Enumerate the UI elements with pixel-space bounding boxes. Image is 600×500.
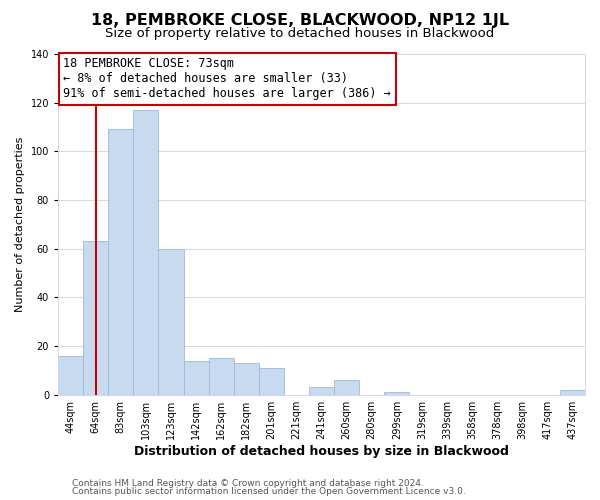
Text: Contains HM Land Registry data © Crown copyright and database right 2024.: Contains HM Land Registry data © Crown c… — [72, 478, 424, 488]
Text: Contains public sector information licensed under the Open Government Licence v3: Contains public sector information licen… — [72, 487, 466, 496]
Bar — [259, 368, 284, 394]
Bar — [309, 388, 334, 394]
Bar — [234, 363, 259, 394]
Text: 18 PEMBROKE CLOSE: 73sqm
← 8% of detached houses are smaller (33)
91% of semi-de: 18 PEMBROKE CLOSE: 73sqm ← 8% of detache… — [64, 58, 391, 100]
Bar — [58, 356, 83, 395]
Bar — [560, 390, 585, 394]
Bar — [209, 358, 234, 395]
Text: 18, PEMBROKE CLOSE, BLACKWOOD, NP12 1JL: 18, PEMBROKE CLOSE, BLACKWOOD, NP12 1JL — [91, 12, 509, 28]
Bar — [334, 380, 359, 394]
Bar — [133, 110, 158, 395]
Y-axis label: Number of detached properties: Number of detached properties — [15, 136, 25, 312]
Bar — [108, 130, 133, 394]
Bar — [83, 242, 108, 394]
Text: Size of property relative to detached houses in Blackwood: Size of property relative to detached ho… — [106, 28, 494, 40]
Bar — [384, 392, 409, 394]
Bar — [158, 248, 184, 394]
Bar — [184, 360, 209, 394]
X-axis label: Distribution of detached houses by size in Blackwood: Distribution of detached houses by size … — [134, 444, 509, 458]
